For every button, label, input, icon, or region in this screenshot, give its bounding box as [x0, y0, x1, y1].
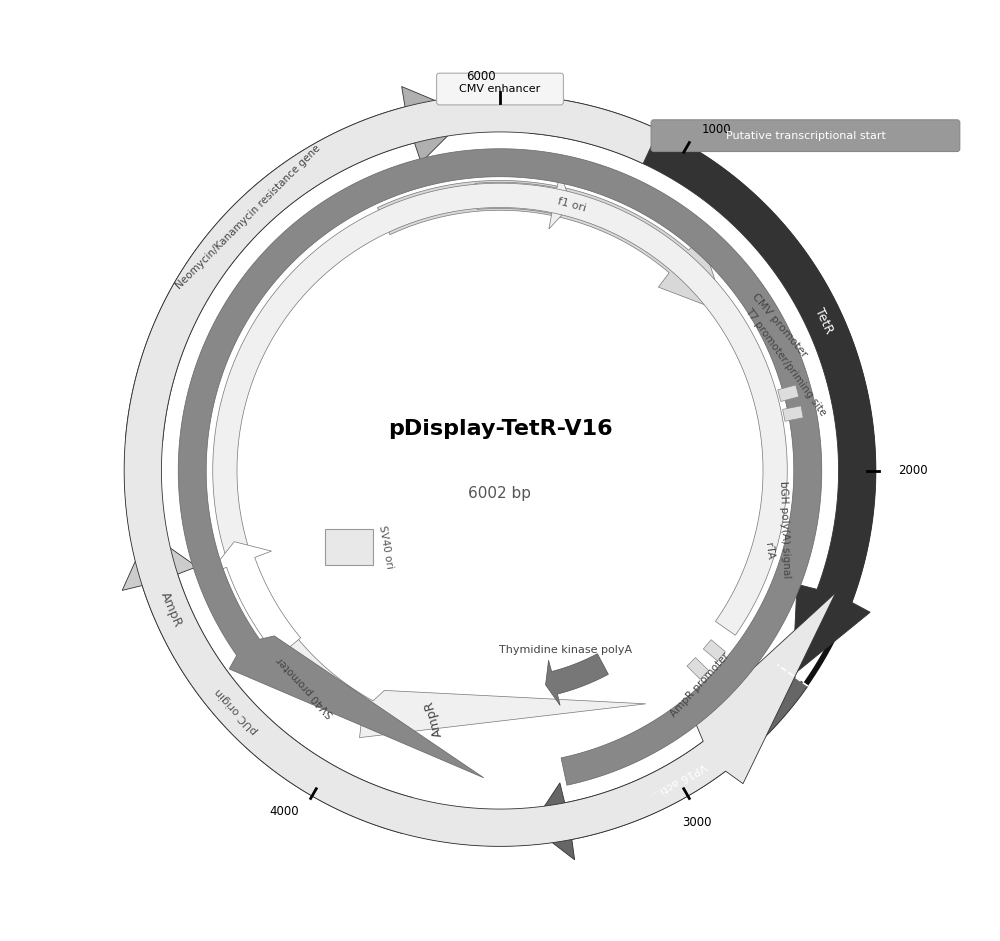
Text: Neomycin/Kanamycin resistance gene: Neomycin/Kanamycin resistance gene	[174, 143, 322, 291]
Text: CMV enhancer: CMV enhancer	[459, 84, 541, 94]
Text: rTA: rTA	[763, 542, 775, 560]
Text: 4000: 4000	[269, 805, 299, 818]
Text: TetR: TetR	[813, 306, 836, 336]
Text: SV40 ori: SV40 ori	[377, 524, 394, 569]
Polygon shape	[546, 654, 608, 706]
Text: 6000: 6000	[466, 71, 495, 84]
Polygon shape	[530, 96, 876, 676]
Text: bGH poly(A) signal: bGH poly(A) signal	[778, 481, 792, 579]
Text: Putative transcriptional start: Putative transcriptional start	[726, 131, 885, 140]
Polygon shape	[778, 385, 799, 402]
Polygon shape	[703, 640, 725, 661]
Text: 2000: 2000	[898, 464, 928, 477]
Polygon shape	[783, 406, 803, 422]
Bar	[325, 529, 373, 565]
Text: AmpR: AmpR	[423, 698, 445, 738]
Text: 3000: 3000	[682, 816, 712, 829]
Text: f1 ori: f1 ori	[557, 197, 587, 214]
Text: SV40 promoter: SV40 promoter	[275, 655, 336, 719]
Text: 1000: 1000	[701, 123, 731, 136]
Text: AmpR: AmpR	[158, 590, 184, 630]
FancyBboxPatch shape	[651, 120, 960, 152]
Polygon shape	[178, 149, 822, 785]
Polygon shape	[213, 183, 787, 738]
Polygon shape	[124, 95, 836, 846]
Polygon shape	[126, 87, 469, 441]
Polygon shape	[687, 658, 709, 679]
Text: 6002 bp: 6002 bp	[468, 486, 532, 502]
Text: VP16 acti...: VP16 acti...	[648, 760, 708, 800]
Text: Thymidine kinase polyA: Thymidine kinase polyA	[499, 646, 632, 655]
Text: pDisplay-TetR-V16: pDisplay-TetR-V16	[388, 419, 612, 439]
Text: AmpR promoter: AmpR promoter	[669, 651, 732, 720]
Polygon shape	[377, 181, 725, 312]
FancyBboxPatch shape	[437, 73, 563, 104]
Text: CMV promoter: CMV promoter	[750, 292, 810, 359]
Polygon shape	[475, 173, 571, 229]
Polygon shape	[531, 664, 808, 860]
Polygon shape	[210, 542, 301, 657]
Polygon shape	[122, 533, 412, 834]
Text: T7 promoter/priming site: T7 promoter/priming site	[743, 307, 828, 418]
Text: pUC origin: pUC origin	[213, 686, 260, 736]
